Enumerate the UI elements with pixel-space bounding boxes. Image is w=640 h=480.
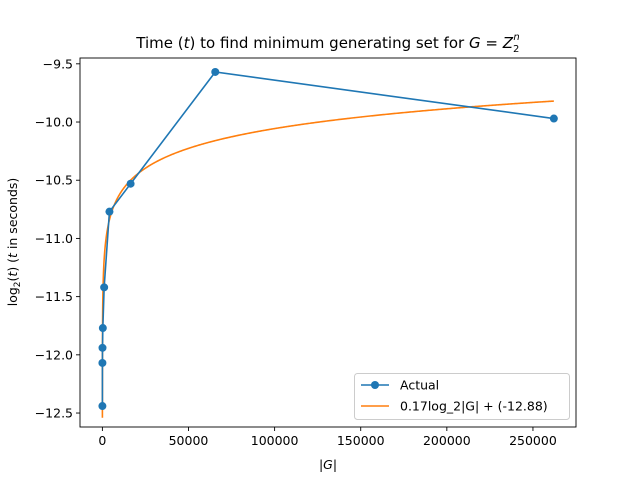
legend-actual-label: Actual [400,378,439,393]
y-tick-label: −12.5 [35,406,73,421]
actual-data-point [98,343,107,352]
x-tick-label: 50000 [169,433,209,448]
legend: Actual 0.17log_2|G| + (-12.88) [354,373,570,420]
x-tick-label: 100000 [251,433,299,448]
x-axis-label: |G| [319,457,337,472]
actual-data-point [98,402,107,411]
fit-curve-line [101,100,554,418]
y-tick-label: −11.0 [35,231,73,246]
actual-data-point [98,324,107,333]
y-tick-label: −11.5 [35,289,73,304]
actual-data-point [105,207,114,216]
x-axis: 0 50000 100000 150000 200000 250000 [98,427,557,448]
y-axis: −12.5 −12.0 −11.5 −11.0 −10.5 −10.0 −9.5 [35,56,80,421]
x-tick-label: 200000 [423,433,471,448]
actual-series-line [101,71,554,407]
x-tick-label: 0 [98,433,106,448]
actual-data-point [100,283,109,292]
x-tick-label: 150000 [337,433,385,448]
legend-box [354,373,570,420]
y-tick-label: −9.5 [43,56,73,71]
y-tick-label: −10.0 [35,115,73,130]
y-tick-label: −10.5 [35,173,73,188]
legend-actual-marker [371,381,379,389]
series-layer [98,67,558,418]
y-axis-label: log2(t) (t in seconds) [5,178,23,307]
y-tick-label: −12.0 [35,347,73,362]
actual-data-point [126,179,135,188]
chart-title: Time (t) to find minimum generating set … [135,32,519,55]
x-tick-label: 250000 [509,433,557,448]
actual-data-point [549,114,558,123]
legend-fit-label: 0.17log_2|G| + (-12.88) [400,399,548,414]
actual-data-point [211,67,220,76]
plot-frame [79,57,577,428]
actual-data-point [98,358,107,367]
